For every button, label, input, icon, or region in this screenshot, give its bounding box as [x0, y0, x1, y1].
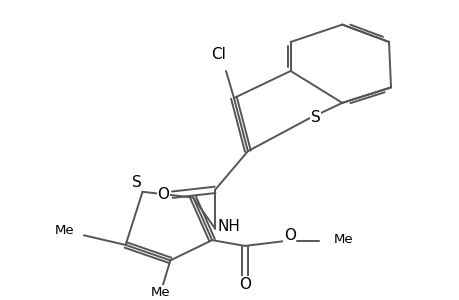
Text: S: S — [310, 110, 319, 125]
Text: O: O — [238, 277, 250, 292]
Text: Me: Me — [333, 232, 352, 246]
Text: Me: Me — [150, 286, 170, 299]
Text: O: O — [157, 187, 169, 202]
Text: O: O — [283, 228, 295, 243]
Text: S: S — [131, 175, 141, 190]
Text: NH: NH — [217, 219, 240, 234]
Text: Me: Me — [54, 224, 74, 237]
Text: Cl: Cl — [210, 47, 225, 62]
